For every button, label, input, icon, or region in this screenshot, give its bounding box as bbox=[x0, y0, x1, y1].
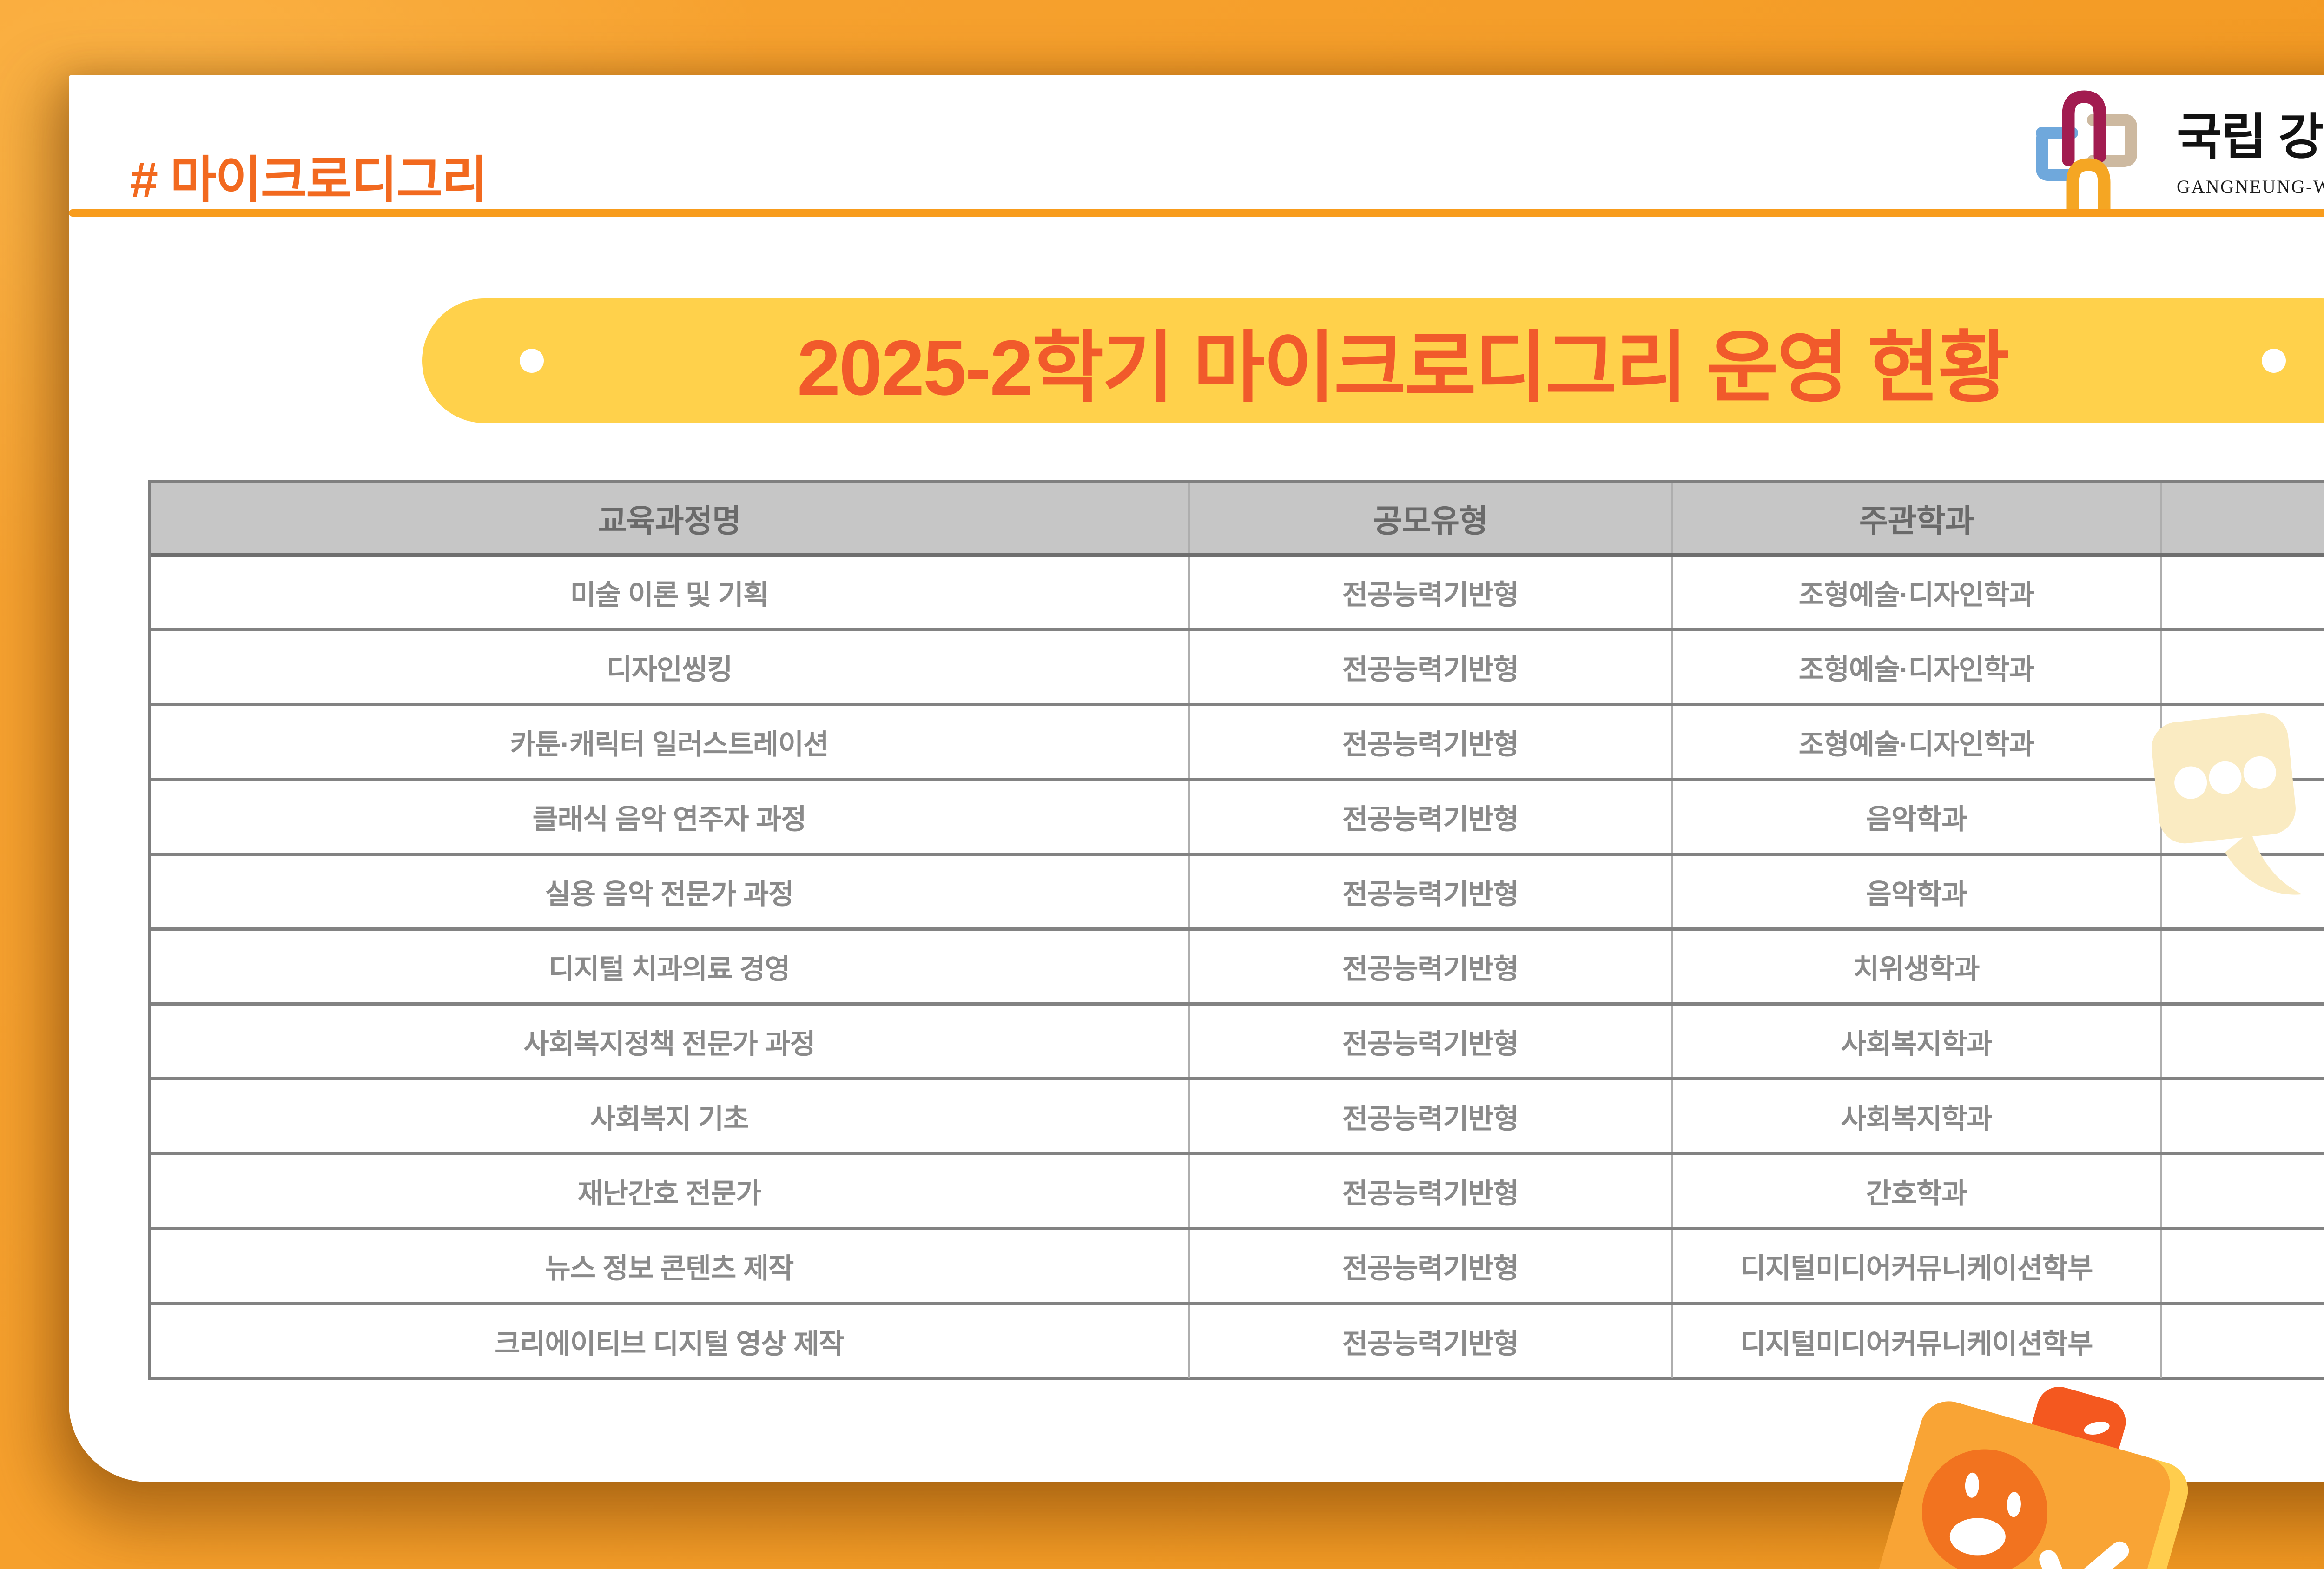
table-cell: 미술 이론 및 기획 bbox=[570, 579, 769, 610]
university-name-korean: 국립 강릉원주대학교 bbox=[2177, 109, 2324, 165]
table-cell: 12학점 bbox=[2160, 1002, 2324, 1079]
table-body: 미술 이론 및 기획전공능력기반형조형예술·디자인학과14학점디자인씽킹전공능력… bbox=[151, 555, 2324, 1378]
university-name-block: 국립 강릉원주대학교 GANGNEUNG-WONJU NATIONAL UNIV… bbox=[2177, 97, 2324, 198]
table-cell: 12학점 bbox=[2160, 853, 2324, 929]
hashtag-title: # 마이크로디그리 bbox=[130, 152, 488, 208]
table-cell: 조형예술·디자인학과 bbox=[1670, 703, 2161, 780]
program-table: 교육과정명 공모유형 주관학과 이수학점 미술 이론 및 기획전공능력기반형조형… bbox=[148, 480, 2324, 1380]
title-banner: 2025-2학기 마이크로디그리 운영 현황 bbox=[422, 298, 2324, 423]
table-cell: 실용 음악 전문가 과정 bbox=[151, 853, 1189, 929]
university-name-english: GANGNEUNG-WONJU NATIONAL UNIVERSITY bbox=[2177, 176, 2324, 197]
column-header-credits: 이수학점 bbox=[2160, 483, 2324, 557]
table-cell: 전공능력기반형 bbox=[1188, 1302, 1672, 1378]
table-cell: 전공능력기반형 bbox=[1188, 703, 1672, 780]
table-cell: 12학점 bbox=[2160, 1152, 2324, 1229]
table-row: 크리에이티브 디지털 영상 제작전공능력기반형디지털미디어커뮤니케이션학부15학… bbox=[151, 1302, 2324, 1378]
table-cell: 12학점 bbox=[2160, 927, 2324, 1004]
banner-dot-right bbox=[2262, 349, 2286, 373]
table-cell: 디지털미디어커뮤니케이션학부 bbox=[1670, 1227, 2161, 1304]
table-cell: 15학점 bbox=[2160, 1227, 2324, 1304]
table-cell: 크리에이티브 디지털 영상 제작 bbox=[151, 1302, 1189, 1378]
table-cell: 디자인씽킹 bbox=[151, 628, 1189, 705]
table-cell: 치위생학과 bbox=[1670, 927, 2161, 1004]
column-header-department: 주관학과 bbox=[1670, 483, 2161, 557]
table-row: 실용 음악 전문가 과정전공능력기반형음악학과12학점 bbox=[151, 853, 2324, 929]
table-row: 사회복지 기초전공능력기반형사회복지학과12학점 bbox=[151, 1077, 2324, 1154]
table-cell: 전공능력기반형 bbox=[1188, 1077, 1672, 1154]
table-cell: 사회복지학과 bbox=[1670, 1077, 2161, 1154]
table-cell: 전공능력기반형 bbox=[1188, 1152, 1672, 1229]
header-divider-line bbox=[69, 209, 2324, 217]
university-logo: 국립 강릉원주대학교 GANGNEUNG-WONJU NATIONAL UNIV… bbox=[2021, 77, 2324, 217]
university-logo-icon bbox=[2036, 90, 2137, 217]
table-cell: 전공능력기반형 bbox=[1188, 555, 1672, 630]
table-row: 재난간호 전문가전공능력기반형간호학과12학점 bbox=[151, 1152, 2324, 1229]
table-cell: 디지털 치과의료 경영 bbox=[151, 927, 1189, 1004]
table-cell: 간호학과 bbox=[1670, 1152, 2161, 1229]
table-row: 디지털 치과의료 경영전공능력기반형치위생학과12학점 bbox=[151, 927, 2324, 1004]
table-cell: 사회복지학과 bbox=[1670, 1002, 2161, 1079]
table-cell: 12학점 bbox=[2160, 778, 2324, 854]
table-cell: 디지털미디어커뮤니케이션학부 bbox=[1670, 1302, 2161, 1378]
column-header-program-type: 공모유형 bbox=[1188, 483, 1672, 557]
table-cell: 음악학과 bbox=[1670, 778, 2161, 854]
table-cell: 조형예술·디자인학과 bbox=[1670, 555, 2161, 630]
table-cell: 14학점 bbox=[2160, 628, 2324, 705]
content-card: # 마이크로디그리 국립 강릉원주대학교 GANGNEUNG-WONJU NAT… bbox=[69, 75, 2324, 1482]
table-cell: 전공능력기반형 bbox=[1188, 1227, 1672, 1304]
table-cell: 사회복지정책 전문가 과정 bbox=[151, 1002, 1189, 1079]
table-cell: 클래식 음악 연주자 과정 bbox=[151, 778, 1189, 854]
table-row: 뉴스 정보 콘텐츠 제작전공능력기반형디지털미디어커뮤니케이션학부15학점 bbox=[151, 1227, 2324, 1304]
banner-dot-left bbox=[520, 349, 544, 373]
table-cell: 전공능력기반형 bbox=[1188, 1002, 1672, 1079]
page-title: 2025-2학기 마이크로디그리 운영 현황 bbox=[797, 324, 2010, 411]
table-header-row: 교육과정명 공모유형 주관학과 이수학점 bbox=[151, 483, 2324, 557]
table-cell: 조형예술·디자인학과 bbox=[1670, 628, 2161, 705]
table-cell: 전공능력기반형 bbox=[1188, 778, 1672, 854]
table-cell: 전공능력기반형 bbox=[1188, 927, 1672, 1004]
table-cell: 15학점 bbox=[2160, 1302, 2324, 1378]
table-cell: 전공능력기반형 bbox=[1188, 628, 1672, 705]
table-cell: 음악학과 bbox=[1670, 853, 2161, 929]
table-row: 사회복지정책 전문가 과정전공능력기반형사회복지학과12학점 bbox=[151, 1002, 2324, 1079]
column-header-course-name: 교육과정명 bbox=[151, 483, 1189, 557]
table-cell: 뉴스 정보 콘텐츠 제작 bbox=[151, 1227, 1189, 1304]
table-cell: 재난간호 전문가 bbox=[151, 1152, 1189, 1229]
table-row: 클래식 음악 연주자 과정전공능력기반형음악학과12학점 bbox=[151, 778, 2324, 854]
table-cell: 사회복지 기초 bbox=[151, 1077, 1189, 1154]
table-cell: 전공능력기반형 bbox=[1188, 853, 1672, 929]
table-cell: 카툰·캐릭터 일러스트레이션 bbox=[151, 703, 1189, 780]
table-cell: 12학점 bbox=[2160, 1077, 2324, 1154]
table-cell: 15학점 bbox=[2160, 703, 2324, 780]
table-cell: 14학점 bbox=[2160, 555, 2324, 630]
